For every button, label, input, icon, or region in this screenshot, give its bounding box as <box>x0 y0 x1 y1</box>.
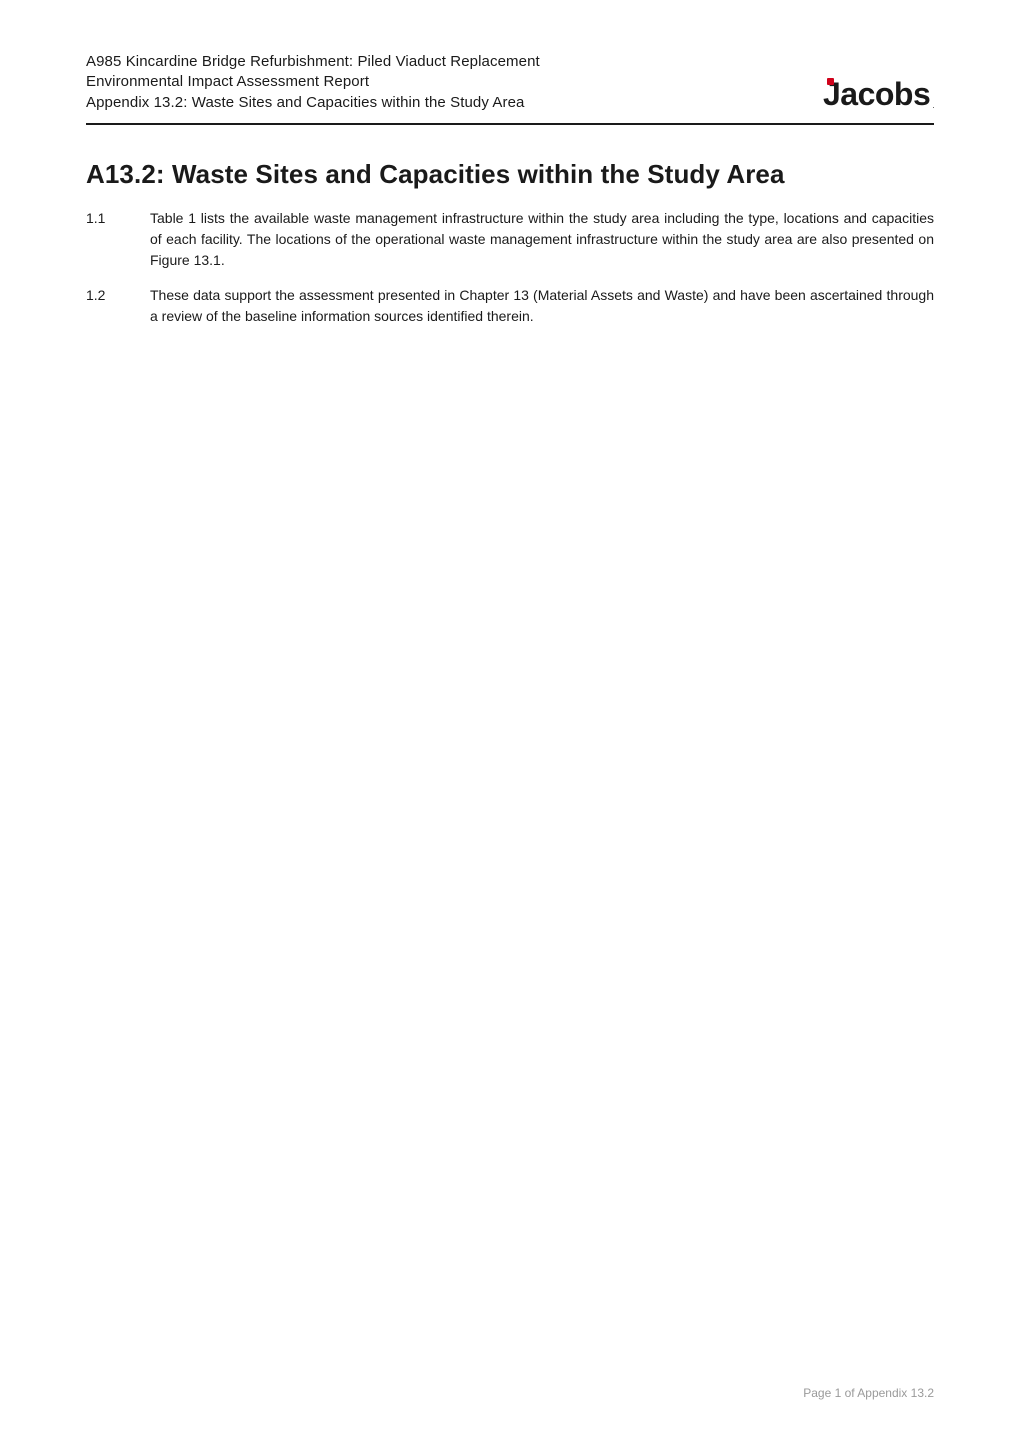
header-line-2: Environmental Impact Assessment Report <box>86 72 540 92</box>
header-line-1: A985 Kincardine Bridge Refurbishment: Pi… <box>86 52 540 72</box>
header-text-block: A985 Kincardine Bridge Refurbishment: Pi… <box>86 52 540 113</box>
paragraph-body: Table 1 lists the available waste manage… <box>150 208 934 271</box>
paragraph-number: 1.2 <box>86 285 150 327</box>
document-page: A985 Kincardine Bridge Refurbishment: Pi… <box>0 0 1020 1442</box>
paragraph-row: 1.2 These data support the assessment pr… <box>86 285 934 327</box>
section-title: A13.2: Waste Sites and Capacities within… <box>86 159 934 190</box>
paragraph-row: 1.1 Table 1 lists the available waste ma… <box>86 208 934 271</box>
logo-text: Jacobs <box>823 76 930 112</box>
page-header: A985 Kincardine Bridge Refurbishment: Pi… <box>86 52 934 125</box>
paragraph-body: These data support the assessment presen… <box>150 285 934 327</box>
page-footer: Page 1 of Appendix 13.2 <box>803 1386 934 1400</box>
paragraph-number: 1.1 <box>86 208 150 271</box>
header-line-3: Appendix 13.2: Waste Sites and Capacitie… <box>86 93 540 113</box>
jacobs-logo: Jacobs. <box>817 76 934 113</box>
logo-trademark: . <box>932 101 934 110</box>
logo-dot-icon <box>827 78 834 85</box>
